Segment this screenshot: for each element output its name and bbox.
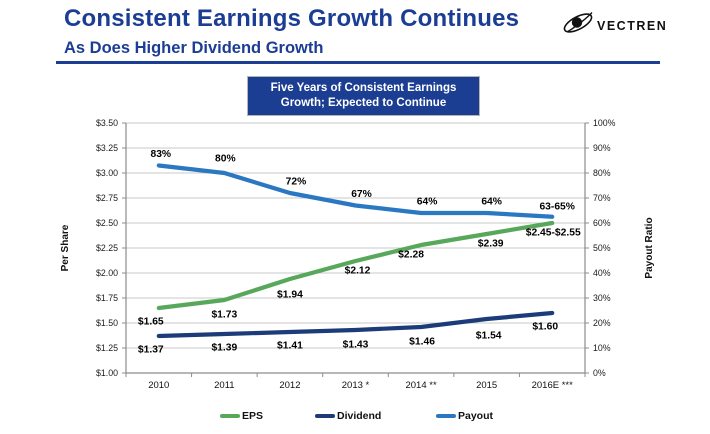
svg-text:0%: 0%: [593, 368, 606, 378]
svg-text:Payout Ratio: Payout Ratio: [644, 217, 655, 278]
svg-text:80%: 80%: [593, 168, 611, 178]
svg-text:2015: 2015: [476, 380, 497, 391]
svg-text:$3.50: $3.50: [96, 118, 118, 128]
svg-text:$2.45-$2.55: $2.45-$2.55: [526, 228, 581, 239]
callout-line-1: Five Years of Consistent Earnings: [270, 82, 457, 95]
svg-text:60%: 60%: [593, 218, 611, 228]
vectren-swoosh-icon: [561, 7, 595, 44]
page-title: Consistent Earnings Growth Continues: [64, 5, 520, 32]
svg-text:10%: 10%: [593, 343, 611, 353]
svg-text:$1.54: $1.54: [476, 331, 502, 342]
svg-text:$1.25: $1.25: [96, 343, 118, 353]
svg-text:2013 *: 2013 *: [342, 380, 370, 391]
chart-callout-box: Five Years of Consistent Earnings Growth…: [247, 76, 480, 116]
svg-text:2011: 2011: [214, 380, 234, 391]
legend-item-eps: EPS: [220, 410, 263, 422]
svg-text:30%: 30%: [593, 293, 611, 303]
svg-text:70%: 70%: [593, 193, 611, 203]
svg-text:$2.28: $2.28: [398, 250, 424, 261]
svg-text:$2.12: $2.12: [345, 266, 371, 277]
svg-text:$2.39: $2.39: [478, 239, 504, 250]
svg-text:$1.65: $1.65: [138, 317, 164, 328]
svg-text:Per Share: Per Share: [60, 224, 71, 271]
svg-text:$3.25: $3.25: [96, 143, 118, 153]
svg-text:$1.60: $1.60: [532, 322, 558, 333]
svg-text:64%: 64%: [481, 197, 502, 208]
svg-text:$1.75: $1.75: [96, 293, 118, 303]
eps-line-swatch: [220, 414, 240, 418]
svg-text:$1.00: $1.00: [96, 368, 118, 378]
dividend-line-swatch: [315, 414, 335, 418]
svg-text:$2.50: $2.50: [96, 218, 118, 228]
svg-text:2014 **: 2014 **: [405, 380, 436, 391]
legend-label-eps: EPS: [242, 410, 264, 422]
svg-text:90%: 90%: [593, 143, 611, 153]
header-divider: [56, 61, 660, 64]
vectren-logo: VECTREN: [561, 7, 667, 44]
svg-text:67%: 67%: [351, 189, 372, 200]
svg-text:$1.43: $1.43: [343, 340, 369, 351]
svg-text:$1.73: $1.73: [211, 310, 237, 321]
legend-label-payout: Payout: [458, 410, 494, 422]
svg-text:$2.75: $2.75: [96, 193, 118, 203]
svg-text:72%: 72%: [286, 177, 307, 188]
svg-text:83%: 83%: [150, 149, 171, 160]
svg-text:2012: 2012: [279, 380, 300, 391]
svg-text:$1.37: $1.37: [138, 345, 164, 356]
callout-line-2: Growth; Expected to Continue: [280, 97, 447, 109]
legend-item-dividend: Dividend: [315, 410, 381, 422]
chart-legend: EPS Dividend Payout: [0, 410, 710, 426]
svg-text:$2.25: $2.25: [96, 243, 118, 253]
svg-text:100%: 100%: [593, 118, 616, 128]
svg-text:63-65%: 63-65%: [539, 201, 575, 212]
svg-text:2010: 2010: [148, 380, 169, 391]
svg-text:80%: 80%: [215, 154, 236, 165]
svg-text:64%: 64%: [417, 197, 438, 208]
legend-item-payout: Payout: [436, 410, 493, 422]
svg-text:50%: 50%: [593, 243, 611, 253]
svg-text:$1.39: $1.39: [211, 343, 237, 354]
svg-text:$2.00: $2.00: [96, 268, 118, 278]
legend-label-dividend: Dividend: [337, 410, 382, 422]
svg-text:$1.50: $1.50: [96, 318, 118, 328]
page-subtitle: As Does Higher Dividend Growth: [64, 39, 324, 57]
svg-text:$1.41: $1.41: [277, 341, 303, 352]
svg-text:20%: 20%: [593, 318, 611, 328]
svg-text:40%: 40%: [593, 268, 611, 278]
logo-wordmark: VECTREN: [597, 18, 668, 33]
payout-line-swatch: [436, 414, 456, 418]
svg-text:$1.94: $1.94: [277, 290, 303, 301]
svg-text:$1.46: $1.46: [409, 337, 435, 348]
svg-text:$3.00: $3.00: [96, 168, 118, 178]
svg-text:2016E ***: 2016E ***: [532, 380, 574, 391]
